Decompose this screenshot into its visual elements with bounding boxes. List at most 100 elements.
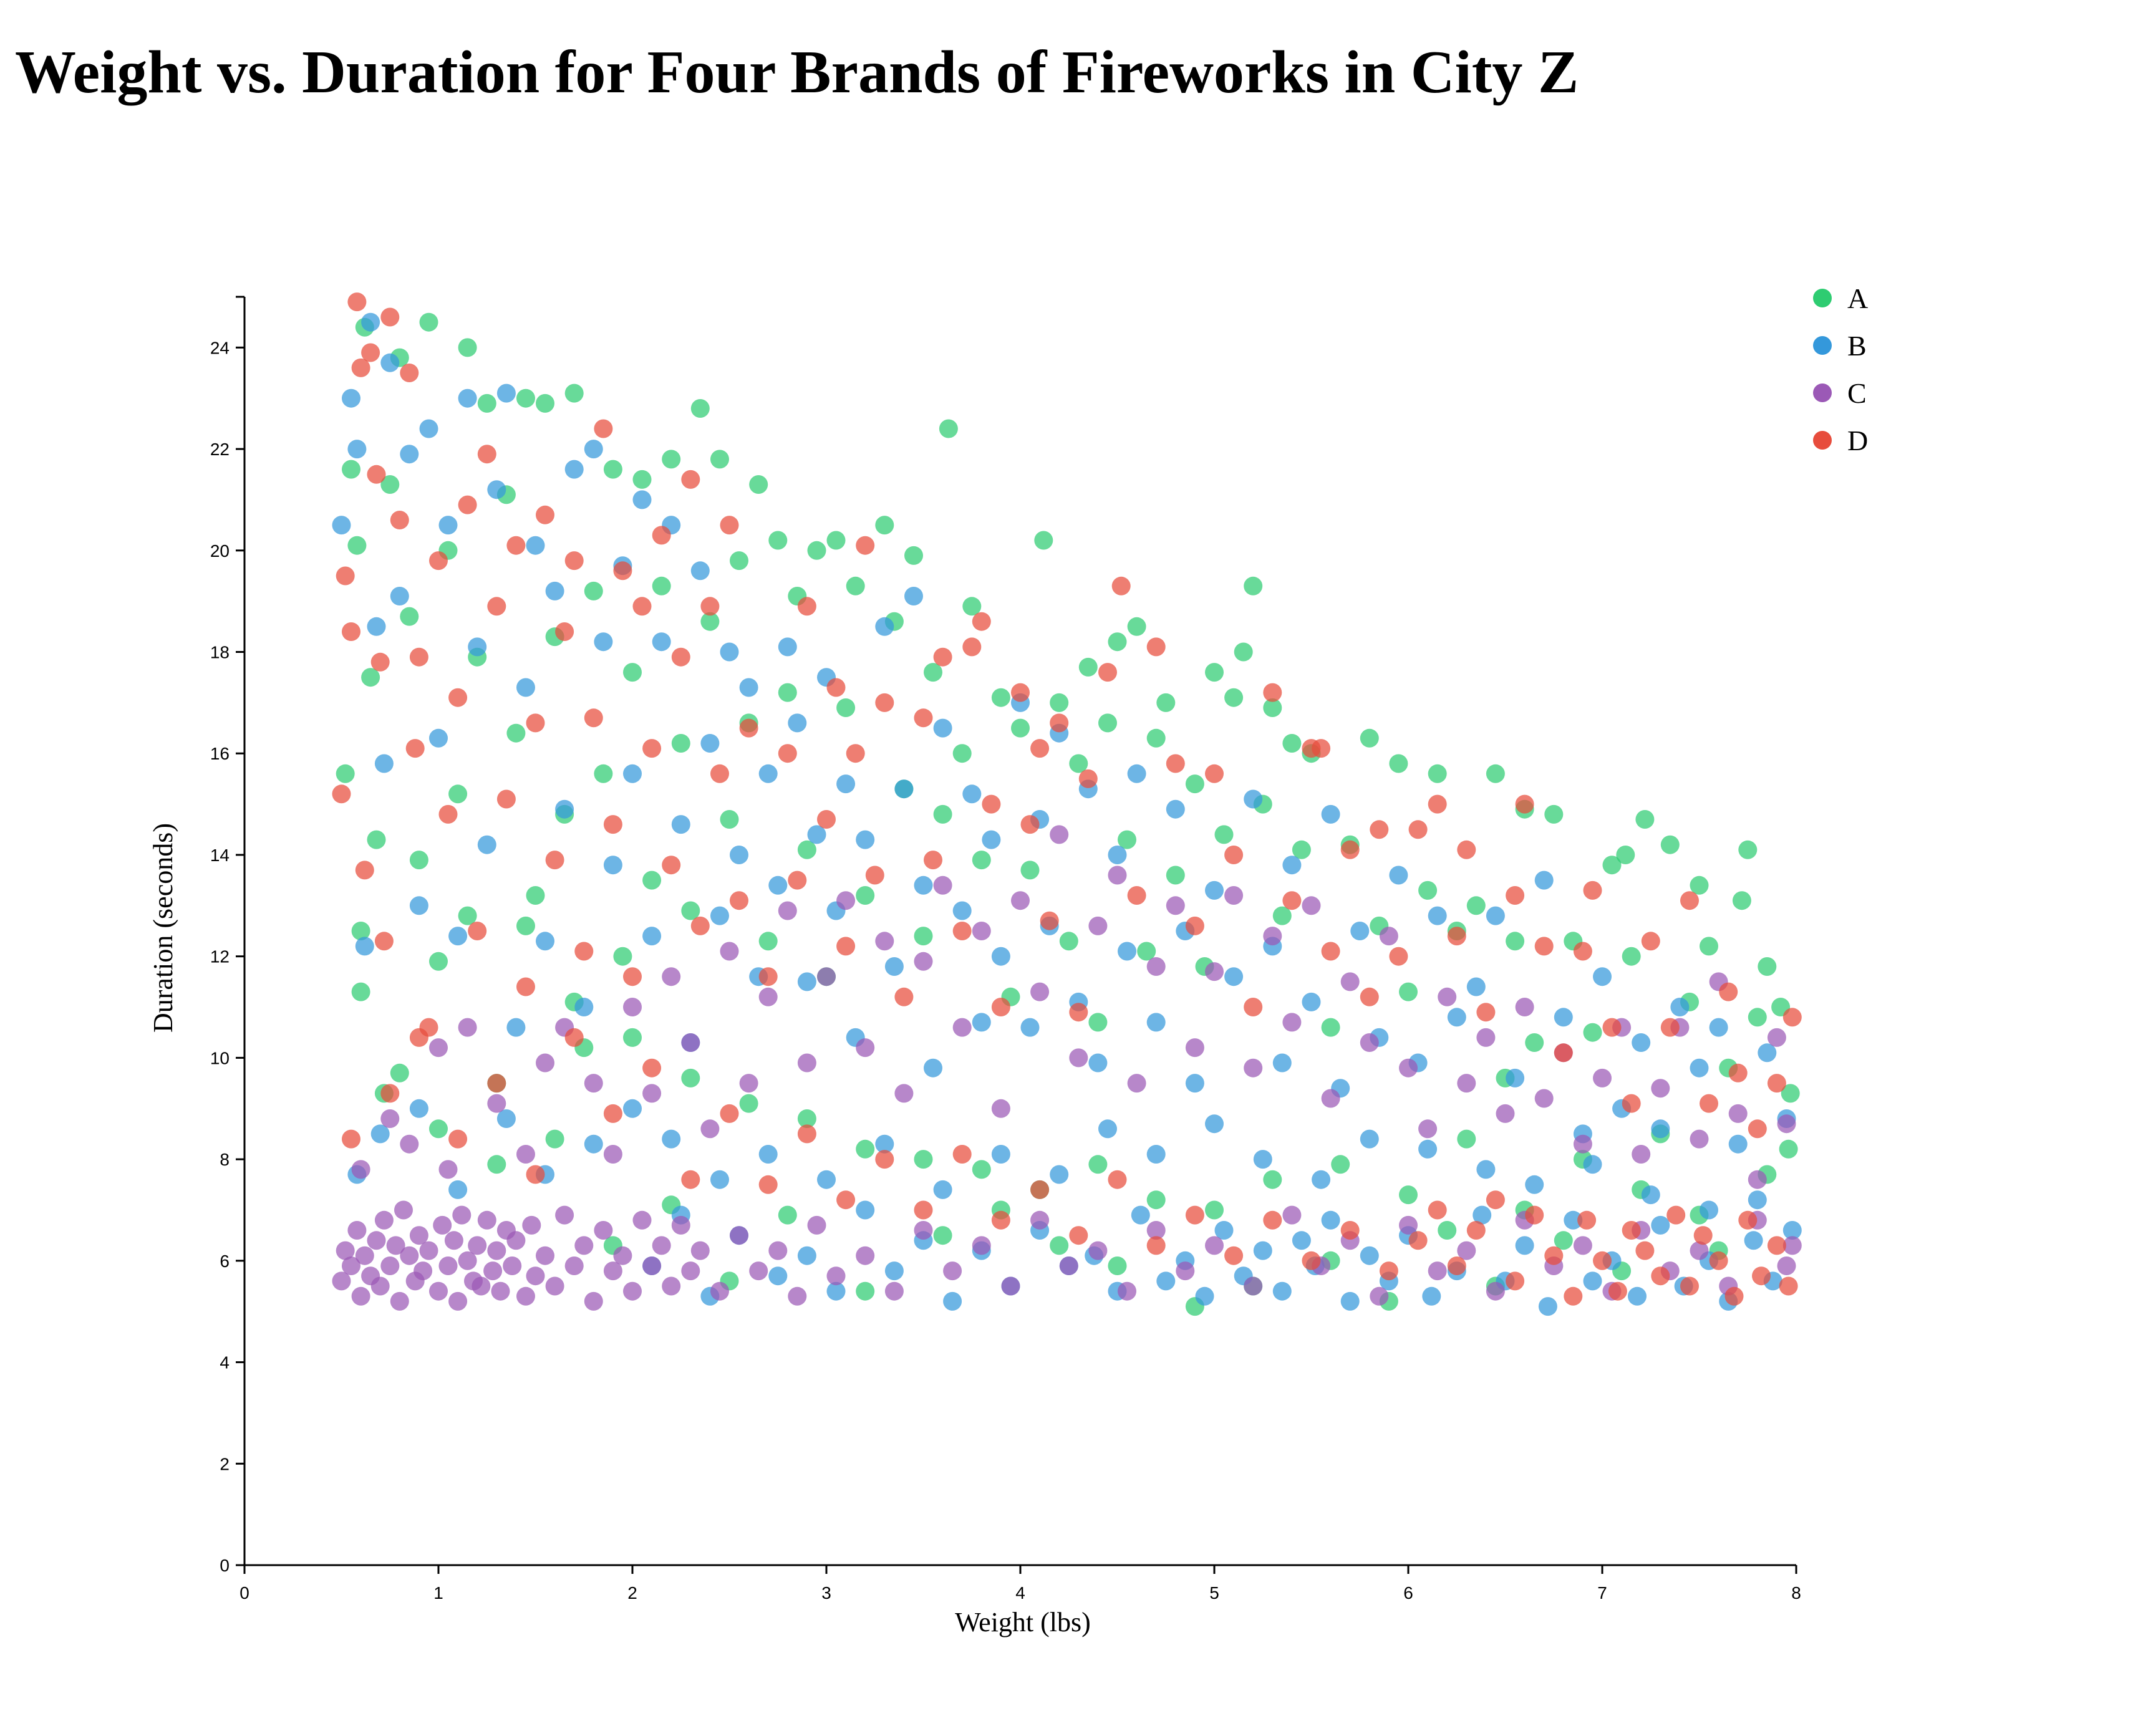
point-C-139	[1224, 886, 1244, 905]
point-A-96	[1272, 906, 1292, 925]
point-D-159	[1666, 1205, 1686, 1225]
point-D-41	[671, 647, 690, 667]
point-B-83	[1185, 1074, 1204, 1093]
point-B-10	[409, 896, 428, 915]
y-tick-label-8: 8	[220, 1150, 230, 1169]
point-C-137	[1185, 1038, 1204, 1058]
point-B-48	[778, 637, 797, 657]
point-C-21	[438, 1256, 458, 1275]
point-A-93	[1244, 576, 1263, 596]
point-B-143	[1195, 1286, 1214, 1306]
point-D-29	[555, 622, 574, 641]
point-D-4	[351, 358, 370, 377]
point-D-103	[1573, 942, 1592, 961]
point-B-66	[972, 1013, 991, 1032]
point-A-33	[623, 663, 642, 682]
series-C	[332, 825, 1802, 1311]
point-D-99	[1506, 886, 1525, 905]
point-B-156	[856, 1200, 875, 1220]
point-C-138	[1205, 962, 1224, 981]
point-C-7	[367, 1231, 386, 1250]
point-D-35	[613, 561, 632, 581]
point-C-60	[788, 1286, 807, 1306]
point-A-154	[487, 1155, 506, 1174]
point-D-152	[1564, 1286, 1583, 1306]
point-A-149	[778, 1205, 797, 1225]
point-B-95	[1389, 866, 1408, 885]
point-B-146	[1131, 1205, 1150, 1225]
point-A-32	[613, 947, 632, 966]
point-A-97	[1282, 734, 1302, 753]
point-B-167	[448, 1180, 468, 1199]
point-D-43	[690, 916, 710, 935]
point-A-85	[1156, 693, 1176, 712]
point-B-56	[856, 830, 875, 849]
point-D-131	[914, 1200, 933, 1220]
point-A-22	[516, 388, 535, 408]
point-C-98	[400, 1134, 419, 1154]
point-C-99	[429, 1038, 448, 1058]
point-B-122	[1628, 1286, 1647, 1306]
point-A-164	[797, 1109, 816, 1128]
point-D-52	[797, 597, 816, 616]
point-C-57	[730, 1226, 748, 1245]
point-C-54	[681, 1261, 700, 1281]
point-C-165	[1728, 1104, 1748, 1123]
point-C-141	[1263, 927, 1282, 946]
point-B-117	[1744, 1231, 1763, 1250]
point-D-160	[1680, 1276, 1699, 1296]
point-A-38	[671, 734, 690, 753]
point-B-21	[516, 678, 535, 697]
point-B-166	[409, 1099, 428, 1118]
point-C-125	[952, 1018, 972, 1037]
point-B-158	[797, 1246, 816, 1265]
point-B-186	[1418, 1139, 1438, 1159]
point-B-6	[374, 754, 394, 773]
points-layer	[332, 292, 1802, 1316]
point-C-130	[1050, 825, 1069, 844]
point-B-62	[924, 1058, 942, 1078]
point-D-57	[856, 536, 875, 555]
point-D-126	[720, 1104, 739, 1123]
point-D-53	[817, 810, 836, 829]
point-B-155	[884, 1261, 904, 1281]
point-B-175	[817, 1170, 836, 1189]
point-B-49	[788, 713, 807, 733]
point-D-19	[458, 495, 477, 514]
point-C-10	[380, 1256, 400, 1275]
point-A-115	[1544, 804, 1564, 824]
point-C-2	[342, 1256, 360, 1275]
point-D-22	[487, 597, 506, 616]
point-D-139	[1224, 1246, 1244, 1265]
point-A-18	[477, 393, 496, 413]
point-C-111	[681, 1033, 700, 1052]
point-D-3	[347, 292, 367, 312]
point-A-145	[1050, 1236, 1069, 1255]
point-C-136	[1166, 896, 1185, 915]
point-C-46	[603, 1261, 622, 1281]
point-D-61	[914, 708, 933, 728]
point-A-56	[846, 576, 865, 596]
point-B-140	[1253, 1241, 1272, 1260]
point-C-109	[642, 1084, 662, 1103]
point-A-144	[1108, 1256, 1127, 1275]
point-D-23	[496, 789, 516, 809]
point-D-32	[584, 708, 603, 728]
point-A-5	[361, 668, 380, 687]
point-D-72	[1040, 911, 1059, 930]
point-C-69	[1030, 1210, 1050, 1230]
point-D-148	[1486, 1190, 1505, 1210]
point-C-13	[394, 1200, 413, 1220]
point-B-126	[1538, 1297, 1557, 1316]
point-B-90	[1302, 992, 1321, 1011]
y-tick-label-24: 24	[210, 338, 230, 357]
point-D-161	[1693, 1226, 1713, 1245]
point-A-155	[429, 1119, 448, 1139]
point-D-93	[1389, 947, 1408, 966]
point-D-50	[778, 744, 797, 763]
point-C-84	[1486, 1281, 1505, 1301]
point-B-57	[875, 617, 894, 636]
point-D-81	[1185, 916, 1204, 935]
point-C-51	[652, 1236, 671, 1255]
point-D-65	[962, 637, 982, 657]
